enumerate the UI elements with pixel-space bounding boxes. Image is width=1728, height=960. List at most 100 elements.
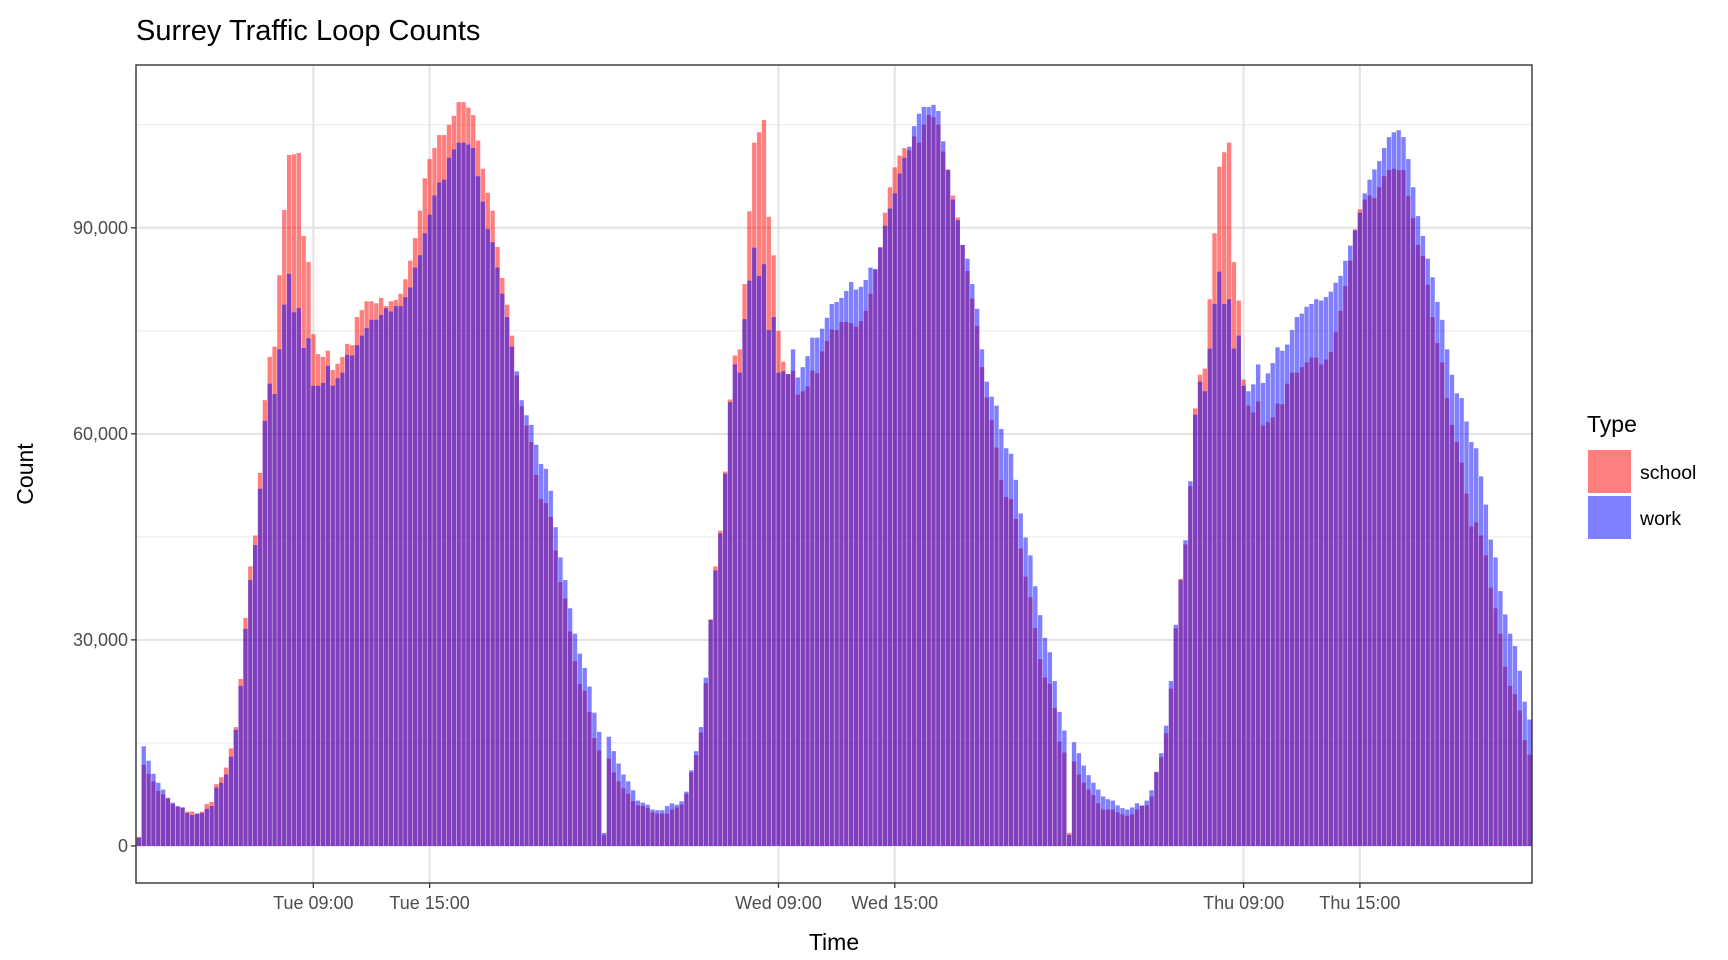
bar-work	[1522, 701, 1527, 846]
legend-label-work: work	[1639, 508, 1681, 530]
bar-work	[572, 633, 578, 846]
bar-work	[1270, 363, 1275, 846]
bar-work	[878, 247, 883, 846]
bar-work	[296, 308, 301, 846]
x-tick-label: Thu 15:00	[1319, 893, 1400, 913]
bar-work	[693, 751, 699, 846]
bar-work	[1207, 348, 1212, 846]
bar-work	[291, 312, 297, 846]
bar-work	[349, 355, 355, 846]
bar-work	[897, 173, 902, 846]
bar-work	[1314, 299, 1319, 846]
bar-work	[713, 570, 718, 846]
bar-work	[253, 545, 258, 846]
bar-work	[238, 685, 243, 846]
bar-work	[1202, 391, 1208, 846]
bar-work	[1507, 633, 1513, 846]
bar-work	[616, 763, 621, 846]
bar-work	[1396, 130, 1401, 846]
bar-work	[1512, 646, 1518, 846]
bar-work	[519, 400, 524, 846]
bar-work	[1008, 453, 1014, 846]
bar-work	[146, 760, 151, 846]
bar-work	[1323, 297, 1329, 846]
bar-work	[621, 774, 626, 846]
bar-work	[1173, 624, 1178, 846]
bar-work	[1081, 765, 1086, 846]
bar-work	[606, 736, 612, 846]
bar-work	[674, 804, 679, 846]
bar-work	[650, 809, 655, 846]
bar-work	[1280, 350, 1285, 846]
bar-work	[1304, 306, 1309, 846]
bar-work	[926, 106, 931, 846]
bar-work	[1183, 540, 1188, 846]
bar-work	[1275, 347, 1280, 846]
bar-work	[504, 317, 510, 846]
bar-work	[1348, 245, 1353, 846]
plot-panel	[135, 64, 1533, 884]
bar-work	[214, 787, 219, 846]
bar-work	[1018, 513, 1023, 846]
bar-work	[1212, 304, 1217, 846]
bar-work	[223, 774, 229, 846]
bar-work	[1391, 132, 1396, 846]
bar-work	[853, 289, 859, 846]
bar-work	[311, 385, 316, 846]
bar-work	[1236, 335, 1241, 846]
bar-work	[1294, 317, 1300, 846]
bar-work	[1401, 137, 1406, 846]
bar-work	[1139, 805, 1145, 846]
bar-work	[180, 807, 185, 846]
legend-title: Type	[1587, 411, 1637, 437]
bar-work	[1067, 834, 1072, 846]
bar-work	[916, 113, 922, 846]
bar-work	[534, 444, 539, 846]
bar-work	[1149, 790, 1154, 846]
bar-work	[1144, 800, 1149, 846]
bar-work	[194, 813, 200, 846]
bar-work	[931, 104, 936, 846]
bar-work	[1503, 614, 1508, 846]
y-tick-label: 60,000	[73, 424, 128, 444]
bar-work	[1091, 782, 1096, 846]
bar-work	[1042, 637, 1048, 846]
bar-work	[190, 815, 195, 846]
bar-work	[1411, 187, 1416, 846]
bar-work	[611, 751, 616, 846]
bar-work	[393, 306, 398, 846]
bar-work	[354, 345, 360, 846]
bar-work	[858, 286, 864, 846]
bar-work	[495, 267, 500, 846]
bar-work	[248, 580, 253, 846]
bar-work	[543, 468, 549, 846]
bar-work	[1309, 304, 1314, 846]
bar-work	[1260, 382, 1266, 846]
y-axis: 0 30,000 60,000 90,000	[73, 218, 136, 856]
bar-work	[815, 337, 820, 846]
bar-work	[592, 712, 597, 846]
bar-work	[785, 374, 791, 846]
bar-work	[1328, 291, 1334, 846]
bar-work	[902, 157, 907, 846]
bar-work	[480, 201, 486, 846]
bar-work	[1086, 775, 1091, 846]
bar-work	[1028, 555, 1033, 846]
bar-work	[1125, 809, 1130, 846]
bar-work	[1415, 216, 1421, 846]
bar-work	[1299, 313, 1304, 846]
bar-work	[863, 279, 868, 846]
bar-work	[1110, 800, 1115, 846]
panel-border	[135, 64, 1533, 884]
bar-work	[408, 287, 413, 846]
bar-work	[873, 268, 878, 846]
bar-work	[330, 385, 335, 846]
bar-work	[466, 144, 471, 846]
bar-work	[771, 317, 776, 846]
bar-work	[1047, 652, 1052, 846]
bar-work	[1226, 299, 1232, 846]
bar-work	[1333, 282, 1338, 846]
bar-work	[228, 756, 234, 846]
bar-work	[1231, 348, 1237, 846]
